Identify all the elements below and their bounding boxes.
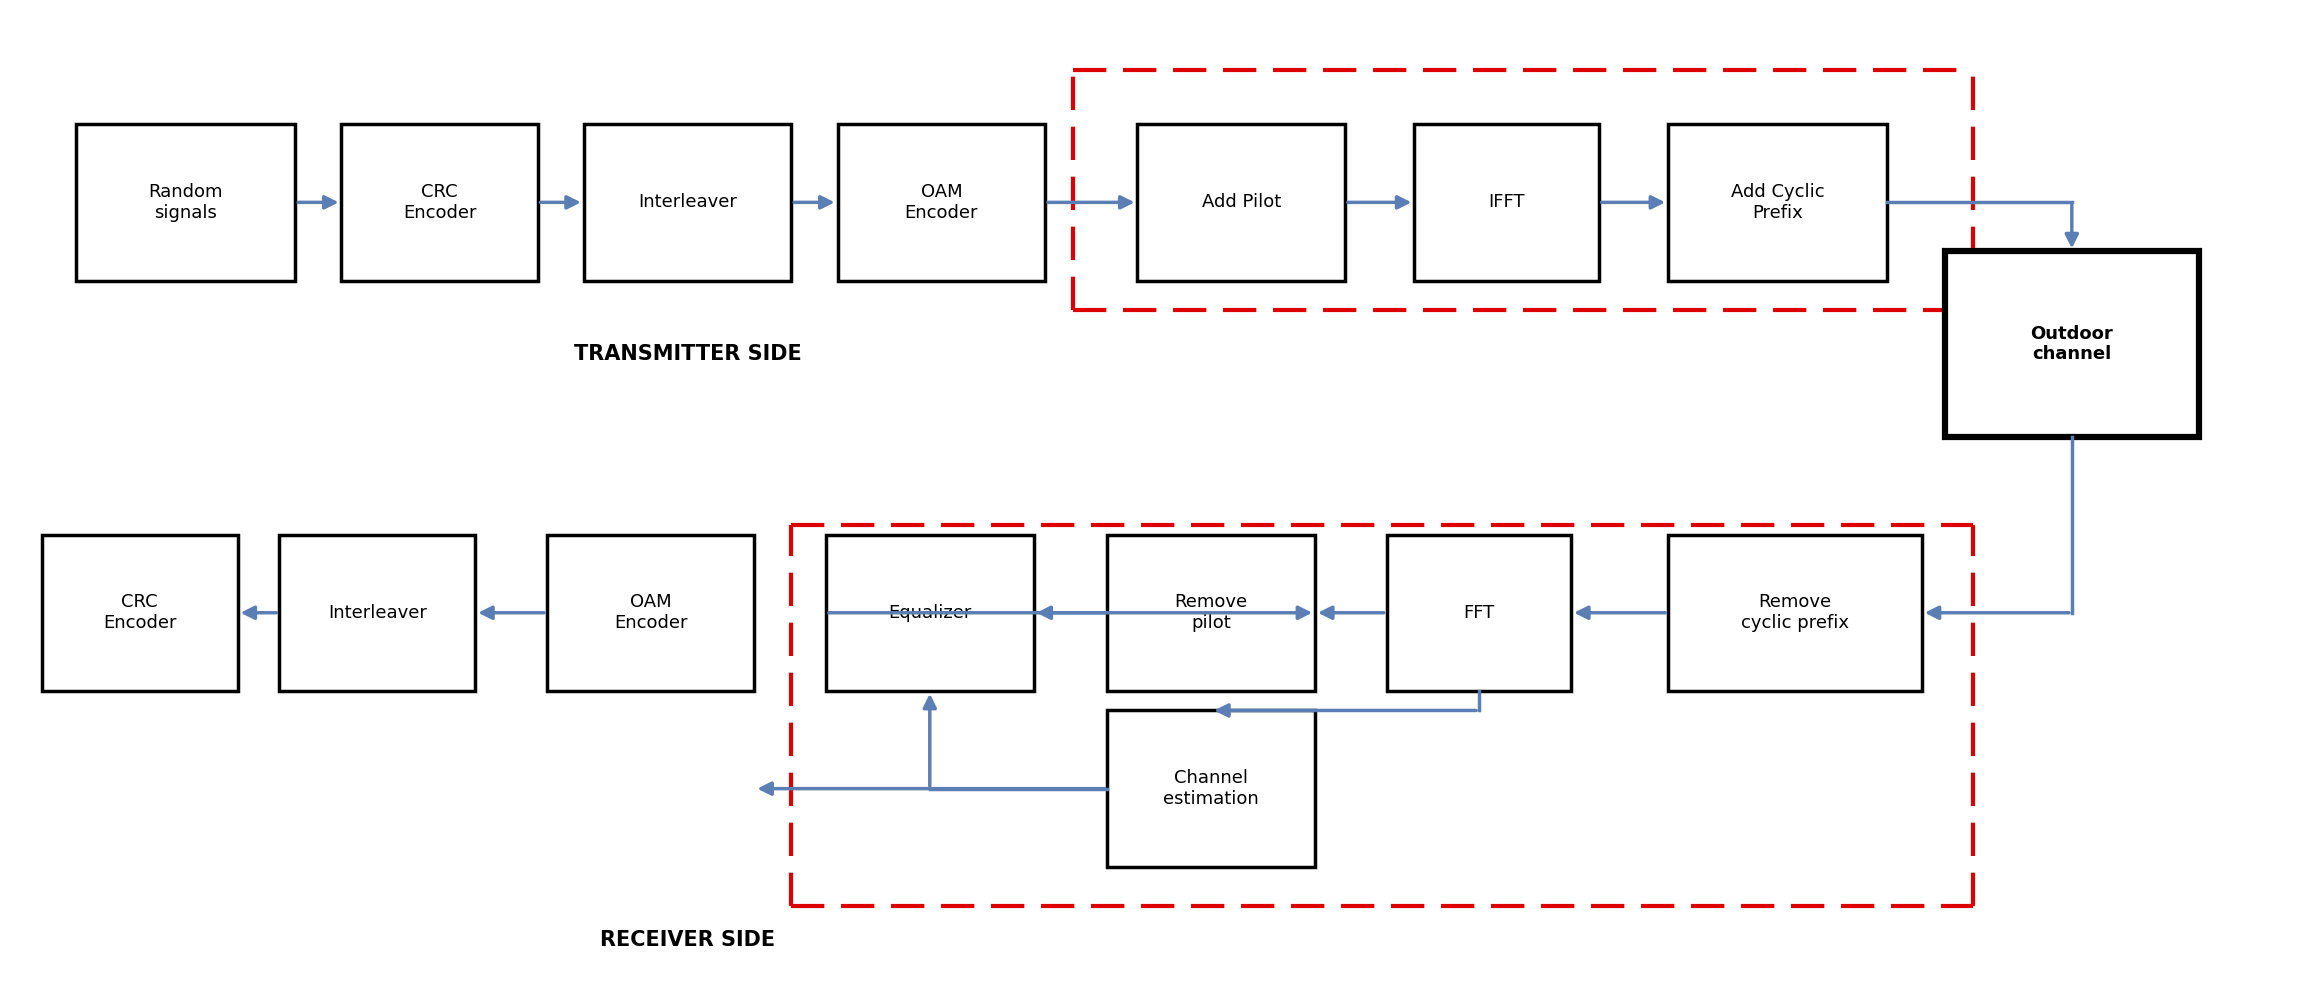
FancyBboxPatch shape <box>1945 252 2198 437</box>
FancyBboxPatch shape <box>42 534 237 691</box>
FancyBboxPatch shape <box>1386 534 1571 691</box>
Text: Remove
cyclic prefix: Remove cyclic prefix <box>1741 594 1850 632</box>
FancyBboxPatch shape <box>826 534 1033 691</box>
FancyBboxPatch shape <box>583 124 791 280</box>
FancyBboxPatch shape <box>1413 124 1599 280</box>
Text: TRANSMITTER SIDE: TRANSMITTER SIDE <box>573 344 801 364</box>
Text: RECEIVER SIDE: RECEIVER SIDE <box>601 931 775 950</box>
Text: Equalizer: Equalizer <box>889 604 972 621</box>
Text: Interleaver: Interleaver <box>638 193 738 211</box>
Text: IFFT: IFFT <box>1488 193 1525 211</box>
FancyBboxPatch shape <box>1669 534 1922 691</box>
FancyBboxPatch shape <box>1137 124 1346 280</box>
Text: CRC
Encoder: CRC Encoder <box>102 594 176 632</box>
Text: Random
signals: Random signals <box>149 183 223 222</box>
Text: Add Pilot: Add Pilot <box>1202 193 1281 211</box>
Text: OAM
Encoder: OAM Encoder <box>613 594 687 632</box>
Text: FFT: FFT <box>1462 604 1495 621</box>
FancyBboxPatch shape <box>838 124 1044 280</box>
FancyBboxPatch shape <box>1107 711 1316 867</box>
FancyBboxPatch shape <box>341 124 538 280</box>
FancyBboxPatch shape <box>77 124 295 280</box>
Text: Remove
pilot: Remove pilot <box>1174 594 1249 632</box>
Text: CRC
Encoder: CRC Encoder <box>404 183 476 222</box>
Text: Outdoor
channel: Outdoor channel <box>2031 325 2112 364</box>
Text: OAM
Encoder: OAM Encoder <box>905 183 977 222</box>
FancyBboxPatch shape <box>548 534 754 691</box>
FancyBboxPatch shape <box>1669 124 1887 280</box>
Text: Add Cyclic
Prefix: Add Cyclic Prefix <box>1731 183 1824 222</box>
FancyBboxPatch shape <box>1107 534 1316 691</box>
Text: Interleaver: Interleaver <box>327 604 427 621</box>
FancyBboxPatch shape <box>279 534 476 691</box>
Text: Channel
estimation: Channel estimation <box>1163 769 1258 808</box>
